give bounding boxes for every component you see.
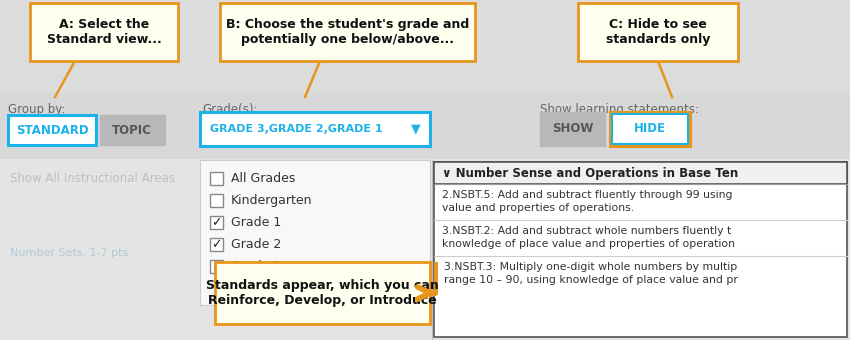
Text: range 10 – 90, using knowledge of place value and pr: range 10 – 90, using knowledge of place … (444, 275, 738, 285)
Text: 2.NSBT.5: Add and subtract fluently through 99 using: 2.NSBT.5: Add and subtract fluently thro… (442, 190, 733, 200)
Text: value and properties of operations.: value and properties of operations. (442, 203, 634, 213)
Text: ▼: ▼ (411, 122, 421, 136)
Text: ∨ Number Sense and Operations in Base Ten: ∨ Number Sense and Operations in Base Te… (442, 167, 739, 180)
FancyBboxPatch shape (210, 216, 223, 229)
FancyBboxPatch shape (200, 160, 430, 305)
FancyBboxPatch shape (210, 238, 223, 251)
Text: Standards appear, which you can
Reinforce, Develop, or Introduce: Standards appear, which you can Reinforc… (206, 279, 439, 307)
Text: Show learning statements:: Show learning statements: (540, 103, 699, 116)
Text: ✓: ✓ (212, 216, 222, 229)
Text: A: Select the
Standard view...: A: Select the Standard view... (47, 18, 162, 46)
FancyBboxPatch shape (220, 3, 475, 61)
FancyBboxPatch shape (0, 160, 850, 340)
Text: GRADE 3,GRADE 2,GRADE 1: GRADE 3,GRADE 2,GRADE 1 (210, 124, 382, 134)
Text: Grade 2: Grade 2 (231, 238, 281, 251)
FancyBboxPatch shape (100, 115, 165, 145)
Text: Grade 3: Grade 3 (231, 260, 281, 273)
Text: Show All Instructional Areas: Show All Instructional Areas (10, 172, 175, 185)
Text: Group by:: Group by: (8, 103, 65, 116)
FancyBboxPatch shape (200, 112, 430, 146)
FancyBboxPatch shape (434, 162, 847, 337)
FancyBboxPatch shape (215, 262, 430, 324)
Text: Number Sets, 1-7 pts: Number Sets, 1-7 pts (10, 248, 128, 258)
Text: Grade(s):: Grade(s): (202, 103, 258, 116)
FancyBboxPatch shape (0, 95, 850, 160)
FancyBboxPatch shape (210, 194, 223, 207)
FancyBboxPatch shape (578, 3, 738, 61)
Text: SHOW: SHOW (552, 122, 593, 136)
Text: ✓: ✓ (212, 238, 222, 251)
Text: C: Hide to see
standards only: C: Hide to see standards only (606, 18, 711, 46)
Text: HIDE: HIDE (634, 122, 666, 136)
Text: knowledge of place value and properties of operation: knowledge of place value and properties … (442, 239, 735, 249)
FancyBboxPatch shape (210, 172, 223, 185)
FancyBboxPatch shape (8, 115, 96, 145)
Text: STANDARD: STANDARD (15, 123, 88, 136)
Text: Kindergarten: Kindergarten (231, 194, 313, 207)
FancyBboxPatch shape (434, 262, 438, 294)
FancyBboxPatch shape (612, 114, 688, 144)
FancyBboxPatch shape (30, 3, 178, 61)
FancyBboxPatch shape (540, 112, 605, 146)
Text: B: Choose the student's grade and
potentially one below/above...: B: Choose the student's grade and potent… (226, 18, 469, 46)
Text: All Grades: All Grades (231, 172, 296, 185)
FancyBboxPatch shape (610, 112, 690, 146)
Text: 3.NSBT.3: Multiply one-digit whole numbers by multip: 3.NSBT.3: Multiply one-digit whole numbe… (444, 262, 737, 272)
Text: 3.NSBT.2: Add and subtract whole numbers fluently t: 3.NSBT.2: Add and subtract whole numbers… (442, 226, 731, 236)
FancyBboxPatch shape (210, 260, 223, 273)
FancyBboxPatch shape (434, 162, 847, 184)
Text: ✓: ✓ (212, 260, 222, 273)
Text: Grade 1: Grade 1 (231, 216, 281, 229)
Text: TOPIC: TOPIC (112, 123, 152, 136)
